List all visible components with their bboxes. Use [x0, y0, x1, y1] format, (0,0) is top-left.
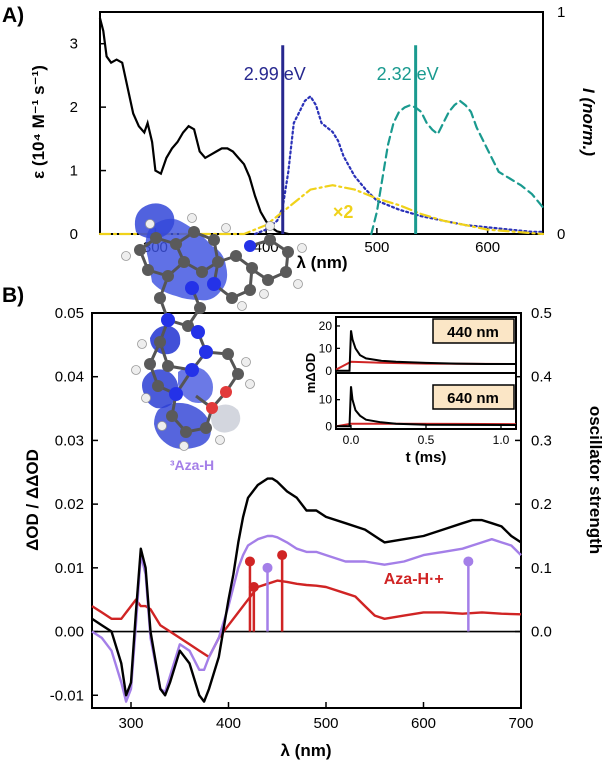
panel-b-plot: 300 400 500 600 700-0.010.000.010.020.030.04… — [50, 305, 552, 732]
inset-series-signal — [336, 330, 516, 372]
panel-b-ylabel-right: oscillator strength — [586, 406, 605, 554]
panel-b-y-tick-label-left: 0.04 — [55, 369, 84, 386]
panel-b-series-delta-od — [91, 477, 522, 703]
panel-b-y-tick-label-left: 0.03 — [55, 432, 84, 449]
panel-b-y-tick-label-right: 0.4 — [531, 369, 552, 386]
panel-b-stick-head — [262, 562, 273, 573]
panel-b-stick-head — [248, 581, 259, 592]
panel-b-y-tick-label-left: 0.01 — [55, 560, 84, 577]
inset-x-tick-label: 0.0 — [343, 433, 360, 447]
panel-a-plot: 300400500600012301 2.99 eV2.32 eV×2 — [70, 4, 566, 256]
panel-b-stick-head — [277, 550, 288, 561]
panel-b-xlabel: λ (nm) — [281, 741, 332, 760]
inset-x-tick-label: 1.0 — [493, 433, 510, 447]
panel-b-ylabel-left: ΔOD / ΔΔOD — [23, 449, 42, 551]
inset-bottom-label-box — [432, 384, 515, 410]
inset-y-tick-label: 20 — [319, 319, 333, 333]
panel-b-y-tick-label-right: 0.3 — [531, 432, 552, 449]
panel-a-annotation: 2.32 eV — [377, 64, 439, 84]
panel-a-y-tick-label-left: 0 — [70, 226, 78, 243]
panel-a-series-absorption — [98, 17, 290, 236]
panel-b-y-tick-label-left: 0.00 — [55, 624, 84, 641]
panel-b-y-tick-label-right: 0.0 — [531, 624, 552, 641]
inset-top-label-box — [432, 318, 515, 344]
panel-a-frame — [99, 11, 544, 235]
panel-b-x-tick-label: 600 — [411, 715, 436, 732]
panel-a-x-tick-label: 600 — [475, 239, 500, 256]
panel-b-y-tick-label-right: 0.1 — [531, 560, 552, 577]
inset-x-tick-label: 0.5 — [418, 433, 435, 447]
panel-b-series-aza-h-radical-cation — [91, 579, 522, 659]
panel-a-annotation: 2.99 eV — [244, 64, 306, 84]
molecule-label: ³Aza-H — [170, 457, 214, 473]
panel-a-label: A) — [2, 4, 24, 27]
panel-b-y-tick-label-right: 0.5 — [531, 305, 552, 322]
molecule-nitrogen-atoms — [161, 240, 256, 401]
panel-a-y-tick-label-left: 2 — [70, 99, 78, 116]
inset-y-tick-label: 10 — [319, 341, 333, 355]
panel-a-ylabel-right: I (norm.) — [579, 88, 598, 156]
panel-a-annotation: ×2 — [333, 202, 354, 222]
panel-a-x-tick-label: 500 — [364, 239, 389, 256]
panel-b-stick-head — [244, 556, 255, 567]
panel-b-x-tick-label: 700 — [508, 715, 533, 732]
molecule-orbital-lobe — [134, 203, 175, 239]
inset-y-tick-label: 0 — [325, 364, 332, 378]
panel-a-y-tick-label-right: 0 — [557, 226, 565, 243]
molecule-oxygen-atoms — [206, 386, 232, 414]
panel-a-xlabel: λ (nm) — [297, 253, 348, 272]
panel-a-series--2 — [98, 184, 545, 236]
panel-b-series-delta-delta-od — [91, 534, 522, 703]
inset-series-signal — [336, 386, 517, 428]
inset-y-tick-label: 0 — [325, 419, 332, 433]
panel-b-x-tick-label: 300 — [118, 715, 143, 732]
inset-xlabel: t (ms) — [406, 449, 447, 466]
panel-a-series-emission-2-32-ev — [370, 99, 545, 236]
inset-bottom-label: 640 nm — [447, 390, 499, 407]
inset-ylabel: mΔOD — [303, 353, 318, 393]
panel-b-inset: 0 10 20 0 10 440 nm 640 nm 0.0 0.5 1.0 t (ms)… — [303, 316, 517, 466]
panel-a-y-tick-label-right: 1 — [557, 4, 565, 21]
panel-b-ylabel-left-text: ΔOD / ΔΔOD — [23, 449, 42, 551]
panel-b-frame — [91, 312, 522, 709]
inset-y-tick-label: 10 — [319, 393, 333, 407]
molecule-illustration: ³Aza-H — [121, 203, 307, 473]
panel-b-x-tick-label: 500 — [313, 715, 338, 732]
inset-top-label: 440 nm — [447, 324, 499, 341]
panel-a-y-tick-label-left: 3 — [70, 36, 78, 53]
panel-b-y-tick-label-left: 0.05 — [55, 305, 84, 322]
panel-b-annotation: Aza-H·+ — [384, 571, 444, 588]
molecule-hydrogen-atoms — [121, 213, 307, 451]
molecule-carbon-atoms — [134, 226, 294, 438]
panel-a-ylabel-left: ε (10⁴ M⁻¹ s⁻¹) — [29, 65, 48, 179]
panel-b-y-tick-label-left: -0.01 — [50, 687, 84, 704]
panel-b-stick-head — [463, 556, 474, 567]
panel-a-y-tick-label-left: 1 — [70, 163, 78, 180]
panel-b-x-tick-label: 400 — [216, 715, 241, 732]
panel-a-series-emission-2-99-ev — [253, 94, 545, 236]
molecule-orbital-lobe — [211, 404, 241, 433]
panel-b-y-tick-label-left: 0.02 — [55, 496, 84, 513]
panel-b-label: B) — [2, 284, 24, 307]
panel-b-y-tick-label-right: 0.2 — [531, 496, 552, 513]
